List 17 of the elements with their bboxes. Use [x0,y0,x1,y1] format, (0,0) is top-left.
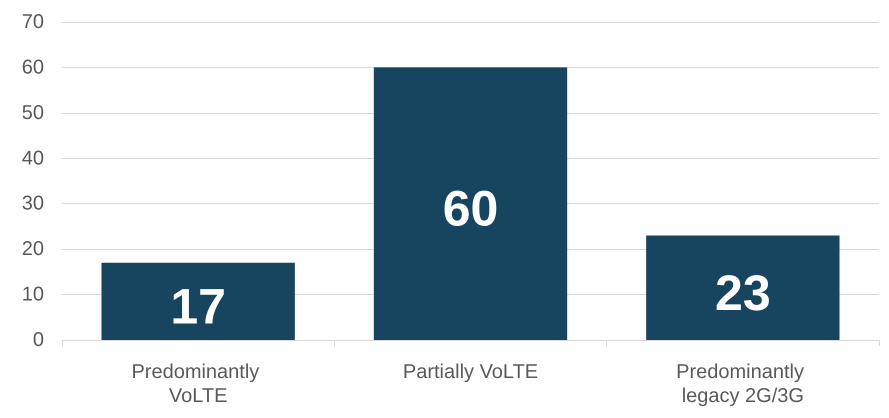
y-tick-label: 60 [22,56,44,78]
bar [374,67,568,340]
y-tick-label: 20 [22,238,44,260]
y-tick-label: 0 [32,329,44,351]
data-label: 23 [715,264,771,321]
y-tick-label: 40 [22,147,44,170]
y-tick-label: 10 [22,284,44,306]
y-tick-label: 30 [22,192,44,215]
data-label: 60 [442,180,498,237]
y-tick-label: 70 [22,11,44,33]
x-tick-label: Predominantly VoLTE [131,361,265,407]
y-tick-label: 50 [22,102,44,124]
data-label: 17 [170,278,226,334]
x-tick-label: Partially VoLTE [402,361,538,383]
bar [101,262,295,340]
bar [646,236,840,340]
x-tick-label: Predominantly legacy 2G/3G [676,361,810,407]
